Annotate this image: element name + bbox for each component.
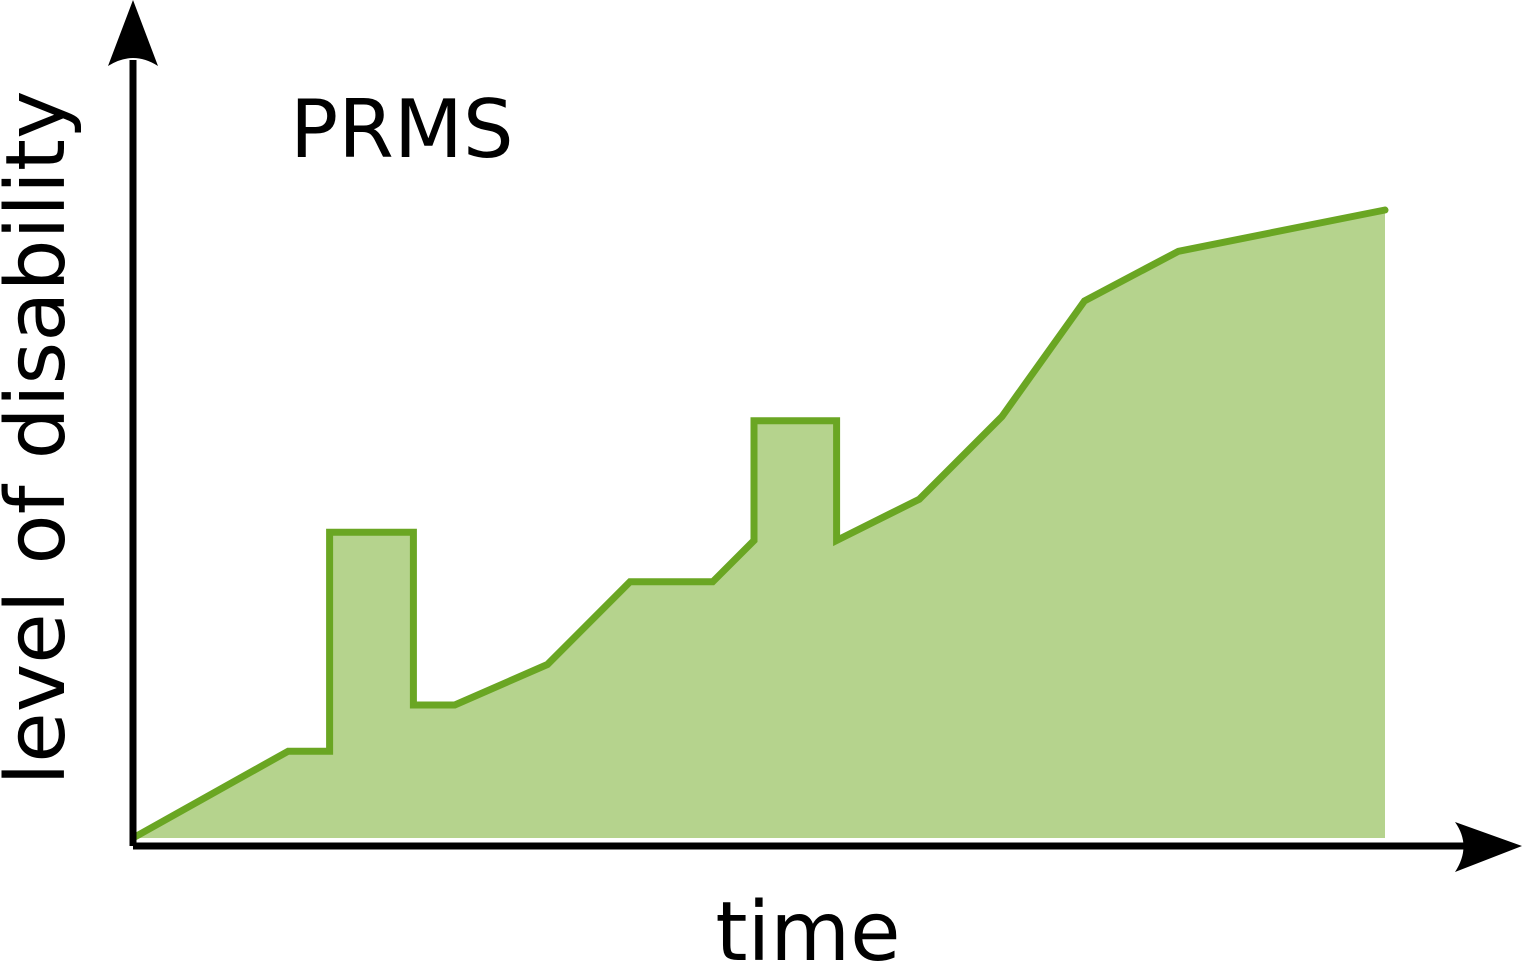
x-axis-arrowhead bbox=[1455, 822, 1522, 872]
y-axis-label: level of disability bbox=[0, 90, 84, 785]
chart-title: PRMS bbox=[290, 83, 514, 176]
y-axis-arrowhead bbox=[108, 0, 158, 66]
x-axis-label: time bbox=[715, 885, 900, 966]
disability-area-fill bbox=[133, 210, 1385, 838]
disability-series-line bbox=[129, 206, 1389, 842]
